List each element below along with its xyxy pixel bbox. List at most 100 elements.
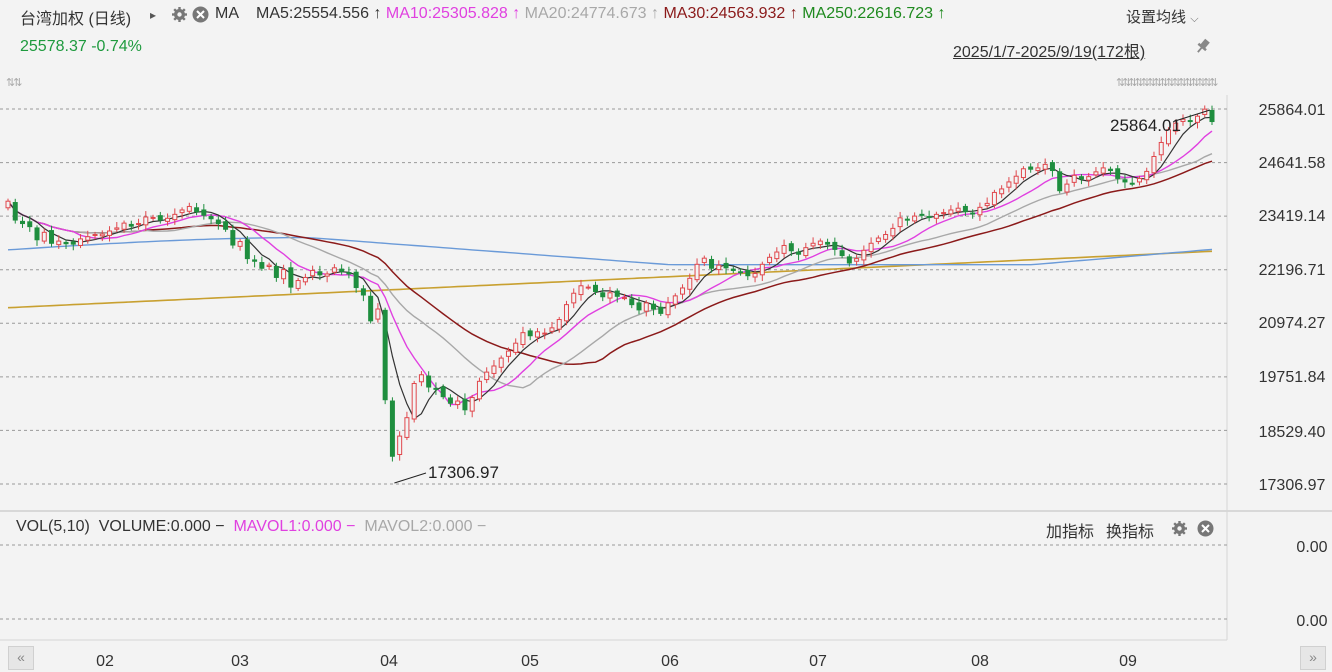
x-tick-label: 09 [1119, 653, 1137, 670]
max-annotation: 25864.01 [1110, 116, 1181, 135]
gear-icon[interactable] [171, 6, 188, 28]
candle-down [962, 205, 968, 213]
x-tick-label: 02 [96, 653, 114, 670]
volume-value: VOLUME:0.000 [98, 518, 211, 535]
candle-up [136, 223, 142, 226]
candle-down [1122, 179, 1128, 183]
candle-down [317, 271, 323, 276]
pin-icon[interactable] [1193, 36, 1213, 61]
candle-down [1107, 168, 1113, 172]
y-tick-label: 24641.58 [1259, 155, 1326, 172]
candle-down [215, 219, 221, 225]
candle-up [114, 227, 120, 230]
candle-up [411, 383, 417, 420]
scroll-left-icon[interactable]: « [8, 646, 34, 670]
candle-up [672, 295, 678, 305]
candle-up [78, 238, 84, 246]
candle-up [578, 285, 584, 296]
candle-up [694, 263, 700, 281]
candle-up [92, 234, 98, 237]
candle-down [730, 268, 736, 271]
y-tick-label: 23419.14 [1259, 208, 1326, 225]
candle-up [1071, 174, 1077, 183]
ma-settings-button[interactable]: 设置均线 ⌵ [1126, 9, 1199, 26]
candle-up [643, 302, 649, 312]
candle-up [310, 269, 316, 277]
y-tick-label: 18529.40 [1259, 424, 1326, 441]
ma5-value: MA5:25554.556 ↑ [256, 5, 382, 22]
candle-up [1144, 170, 1150, 181]
ma-label: MA [215, 5, 239, 22]
close-icon[interactable] [1197, 520, 1214, 542]
candle-down [389, 400, 395, 457]
candle-up [933, 213, 939, 219]
x-tick-label: 05 [521, 653, 539, 670]
switch-indicator-button[interactable]: 换指标 [1106, 524, 1155, 541]
scroll-handle-left-icon[interactable]: ⇅⇅ [6, 77, 23, 89]
scroll-right-icon[interactable]: » [1300, 646, 1326, 670]
vol-y-tick-label: 0.00 [1296, 539, 1327, 556]
add-indicator-button[interactable]: 加指标 [1046, 524, 1095, 541]
candle-up [1035, 167, 1041, 172]
candle-up [469, 397, 475, 412]
candle-up [665, 302, 671, 316]
y-tick-label: 19751.84 [1259, 369, 1326, 386]
candle-up [484, 371, 490, 381]
candle-up [99, 233, 105, 237]
candle-up [1194, 115, 1200, 123]
candle-down [368, 295, 374, 322]
candle-up [237, 241, 243, 247]
candle-up [1173, 122, 1179, 132]
candle-down [34, 227, 40, 241]
candle-up [534, 331, 540, 338]
max-annotation-arrow [1174, 109, 1211, 122]
candle-down [1057, 171, 1063, 192]
date-range[interactable]: 2025/1/7-2025/9/19(172根) [953, 44, 1146, 61]
candle-up [331, 267, 337, 273]
candle-down [738, 271, 744, 274]
gear-icon[interactable] [1171, 520, 1188, 542]
candle-up [607, 292, 613, 299]
candle-up [556, 319, 562, 330]
candle-up [1020, 168, 1026, 179]
y-tick-label: 20974.27 [1259, 315, 1326, 332]
candle-up [266, 264, 272, 268]
candle-up [941, 212, 947, 215]
symbol-title[interactable]: 台湾加权 (日线) [20, 11, 132, 28]
x-tick-label: 03 [231, 653, 249, 670]
candle-up [476, 380, 482, 400]
vol-label: VOL(5,10) [16, 518, 90, 535]
x-tick-label: 06 [661, 653, 679, 670]
candle-down [230, 230, 236, 246]
mavol1-value: MAVOL1:0.000 − [233, 518, 356, 535]
candle-up [817, 240, 823, 246]
candle-up [520, 332, 526, 346]
candle-down [27, 221, 33, 228]
candle-up [324, 273, 330, 277]
min-annotation: 17306.97 [428, 463, 499, 482]
candle-up [491, 365, 497, 374]
candle-up [781, 244, 787, 254]
candle-up [977, 206, 983, 216]
ma250-value: MA250:22616.723 ↑ [802, 5, 946, 22]
candle-up [1064, 183, 1070, 193]
scroll-handle-right-icon[interactable]: ⇅⇅⇅⇅⇅⇅⇅⇅⇅⇅⇅⇅⇅⇅⇅⇅ [1116, 77, 1218, 89]
candle-down [658, 306, 664, 314]
candle-up [1151, 156, 1157, 174]
candle-up [549, 327, 555, 332]
candle-down [839, 250, 845, 257]
candle-up [991, 191, 997, 206]
candle-down [651, 303, 657, 310]
caret-right-icon[interactable]: ▸ [150, 8, 157, 22]
candle-down [223, 221, 229, 230]
candle-up [774, 251, 780, 260]
candle-down [919, 213, 925, 216]
candle-up [1158, 141, 1164, 156]
candle-down [629, 298, 635, 306]
candle-down [1049, 162, 1055, 172]
candle-up [1180, 118, 1186, 122]
close-icon[interactable] [192, 6, 209, 28]
candle-down [527, 330, 533, 337]
